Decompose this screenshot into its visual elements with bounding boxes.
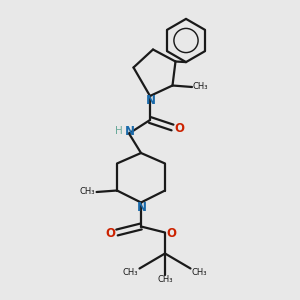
Text: O: O bbox=[174, 122, 184, 135]
Text: N: N bbox=[125, 124, 135, 138]
Text: H: H bbox=[115, 126, 123, 136]
Text: O: O bbox=[105, 226, 116, 240]
Text: CH₃: CH₃ bbox=[80, 188, 95, 196]
Text: N: N bbox=[146, 94, 156, 107]
Text: CH₃: CH₃ bbox=[123, 268, 138, 277]
Text: CH₃: CH₃ bbox=[193, 82, 208, 91]
Text: O: O bbox=[167, 226, 177, 240]
Text: CH₃: CH₃ bbox=[192, 268, 207, 277]
Text: CH₃: CH₃ bbox=[157, 275, 173, 284]
Text: N: N bbox=[136, 201, 147, 214]
